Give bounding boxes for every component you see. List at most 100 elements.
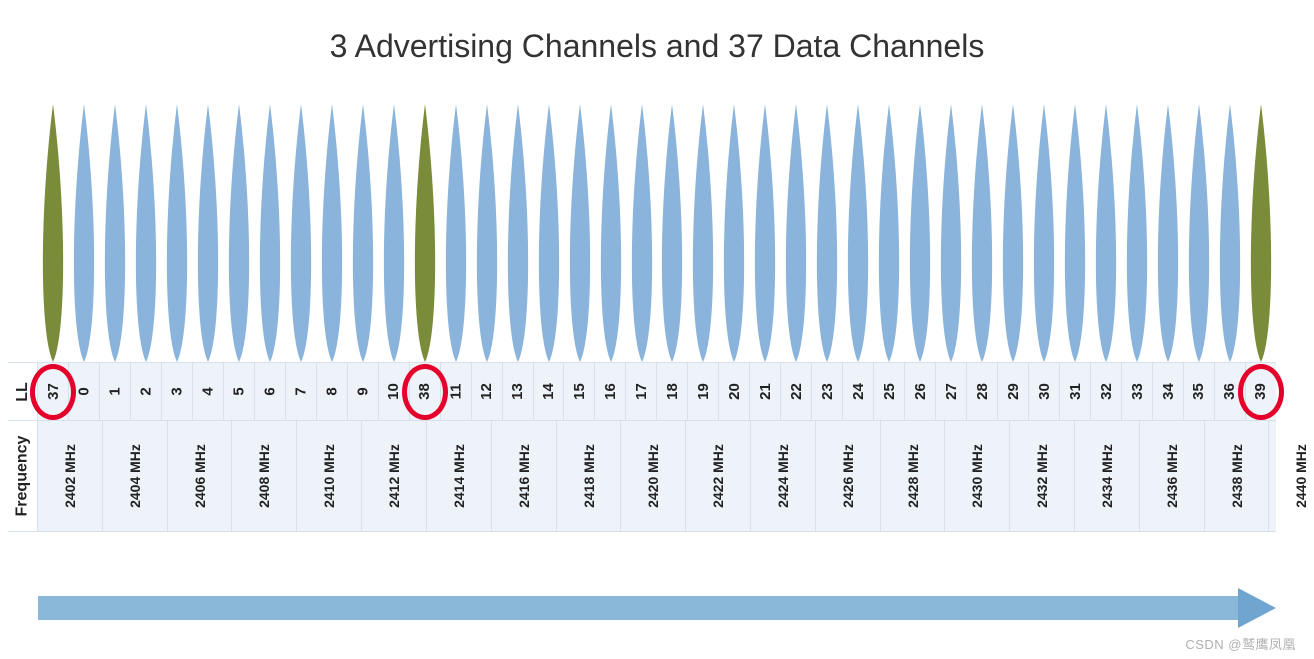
frequency-value: 2436 MHz: [1164, 444, 1180, 508]
frequency-cell: 2416 MHz: [492, 421, 557, 531]
ll-cell: 25: [874, 363, 905, 420]
ll-cell: 2: [131, 363, 162, 420]
ll-cell: 7: [286, 363, 317, 420]
data-channel-lobe: [843, 104, 873, 362]
ll-cell: 29: [998, 363, 1029, 420]
frequency-value: 2414 MHz: [451, 444, 467, 508]
ll-cell: 15: [564, 363, 595, 420]
frequency-cell: 2424 MHz: [751, 421, 816, 531]
ll-value: 30: [1035, 383, 1052, 400]
ll-value: 11: [447, 384, 464, 400]
ll-cell: 24: [843, 363, 874, 420]
ll-row-label: LL: [8, 363, 38, 420]
ll-cell: 4: [193, 363, 224, 420]
ll-value: 26: [912, 383, 929, 400]
ll-cell: 20: [719, 363, 750, 420]
ll-value: 16: [602, 383, 619, 400]
data-channel-lobe: [503, 104, 533, 362]
ll-value: 7: [292, 387, 309, 395]
ll-cell: 34: [1153, 363, 1184, 420]
ll-value: 22: [788, 383, 805, 400]
ll-cell: 16: [595, 363, 626, 420]
watermark-text: CSDN @鹫鹰凤凰: [1185, 634, 1296, 653]
ll-row: LL 3701234567891038111213141516171819202…: [8, 362, 1276, 420]
frequency-value: 2422 MHz: [710, 444, 726, 508]
ll-value: 19: [695, 383, 712, 400]
advertising-channel-lobe: [38, 104, 68, 362]
frequency-cell: 2426 MHz: [816, 421, 881, 531]
ll-cell: 11: [441, 363, 472, 420]
data-channel-lobe: [1060, 104, 1090, 362]
ll-value: 4: [199, 387, 216, 395]
frequency-value: 2408 MHz: [256, 444, 272, 508]
data-channel-lobe: [967, 104, 997, 362]
ll-cell: 35: [1184, 363, 1215, 420]
frequency-cell: 2440 MHz: [1269, 421, 1314, 531]
frequency-value: 2428 MHz: [904, 444, 920, 508]
frequency-value: 2432 MHz: [1034, 444, 1050, 508]
data-channel-lobe: [317, 104, 347, 362]
ll-value: 24: [850, 383, 867, 400]
ll-cell: 22: [781, 363, 812, 420]
ll-value: 9: [354, 387, 371, 395]
data-channel-lobe: [1153, 104, 1183, 362]
ll-cell: 13: [503, 363, 534, 420]
frequency-cell: 2438 MHz: [1205, 421, 1270, 531]
data-channel-lobe: [1122, 104, 1152, 362]
ll-cell: 31: [1060, 363, 1091, 420]
frequency-value: 2438 MHz: [1229, 444, 1245, 508]
direction-arrow: [38, 588, 1276, 628]
ll-value: 8: [323, 387, 340, 395]
ll-value: 3: [168, 387, 185, 395]
data-channel-lobe: [719, 104, 749, 362]
ll-value: 0: [75, 387, 92, 395]
data-channel-lobe: [874, 104, 904, 362]
frequency-value: 2410 MHz: [321, 444, 337, 508]
ll-cell: 18: [657, 363, 688, 420]
data-channel-lobe: [100, 104, 130, 362]
ll-cell: 3: [162, 363, 193, 420]
ll-value: 31: [1066, 383, 1083, 400]
frequency-value: 2404 MHz: [127, 444, 143, 508]
ll-value: 18: [664, 383, 681, 400]
ll-cell: 26: [905, 363, 936, 420]
data-channel-lobe: [286, 104, 316, 362]
ll-value: 38: [416, 383, 433, 400]
frequency-cell: 2410 MHz: [297, 421, 362, 531]
data-channel-lobe: [936, 104, 966, 362]
data-channel-lobe: [998, 104, 1028, 362]
ll-value: 34: [1159, 383, 1176, 400]
data-channel-lobe: [379, 104, 409, 362]
ll-cell: 30: [1029, 363, 1060, 420]
frequency-value: 2434 MHz: [1099, 444, 1115, 508]
ll-cell: 9: [348, 363, 379, 420]
ll-cell: 8: [317, 363, 348, 420]
advertising-channel-lobe: [1246, 104, 1276, 362]
data-channel-lobe: [255, 104, 285, 362]
ll-value: 27: [943, 383, 960, 400]
ll-value: 37: [44, 383, 61, 400]
data-channel-lobe: [657, 104, 687, 362]
ll-value: 35: [1190, 383, 1207, 400]
data-channel-lobe: [812, 104, 842, 362]
frequency-cell: 2430 MHz: [945, 421, 1010, 531]
frequency-cell: 2406 MHz: [168, 421, 233, 531]
frequency-value: 2412 MHz: [386, 444, 402, 508]
ll-cell: 0: [69, 363, 100, 420]
ll-value: 39: [1252, 383, 1269, 400]
ll-value: 1: [106, 387, 123, 395]
data-channel-lobe: [131, 104, 161, 362]
ll-cell: 36: [1215, 363, 1246, 420]
data-channel-lobe: [1029, 104, 1059, 362]
ll-cell: 33: [1122, 363, 1153, 420]
ll-value: 2: [137, 387, 154, 395]
frequency-cell: 2402 MHz: [38, 421, 103, 531]
frequency-cell: 2414 MHz: [427, 421, 492, 531]
data-channel-lobe: [1091, 104, 1121, 362]
ll-cell: 21: [750, 363, 781, 420]
data-channel-lobe: [69, 104, 99, 362]
ll-value: 23: [819, 383, 836, 400]
ll-value: 29: [1005, 383, 1022, 400]
ll-value: 15: [571, 383, 588, 400]
ll-cell: 17: [626, 363, 657, 420]
